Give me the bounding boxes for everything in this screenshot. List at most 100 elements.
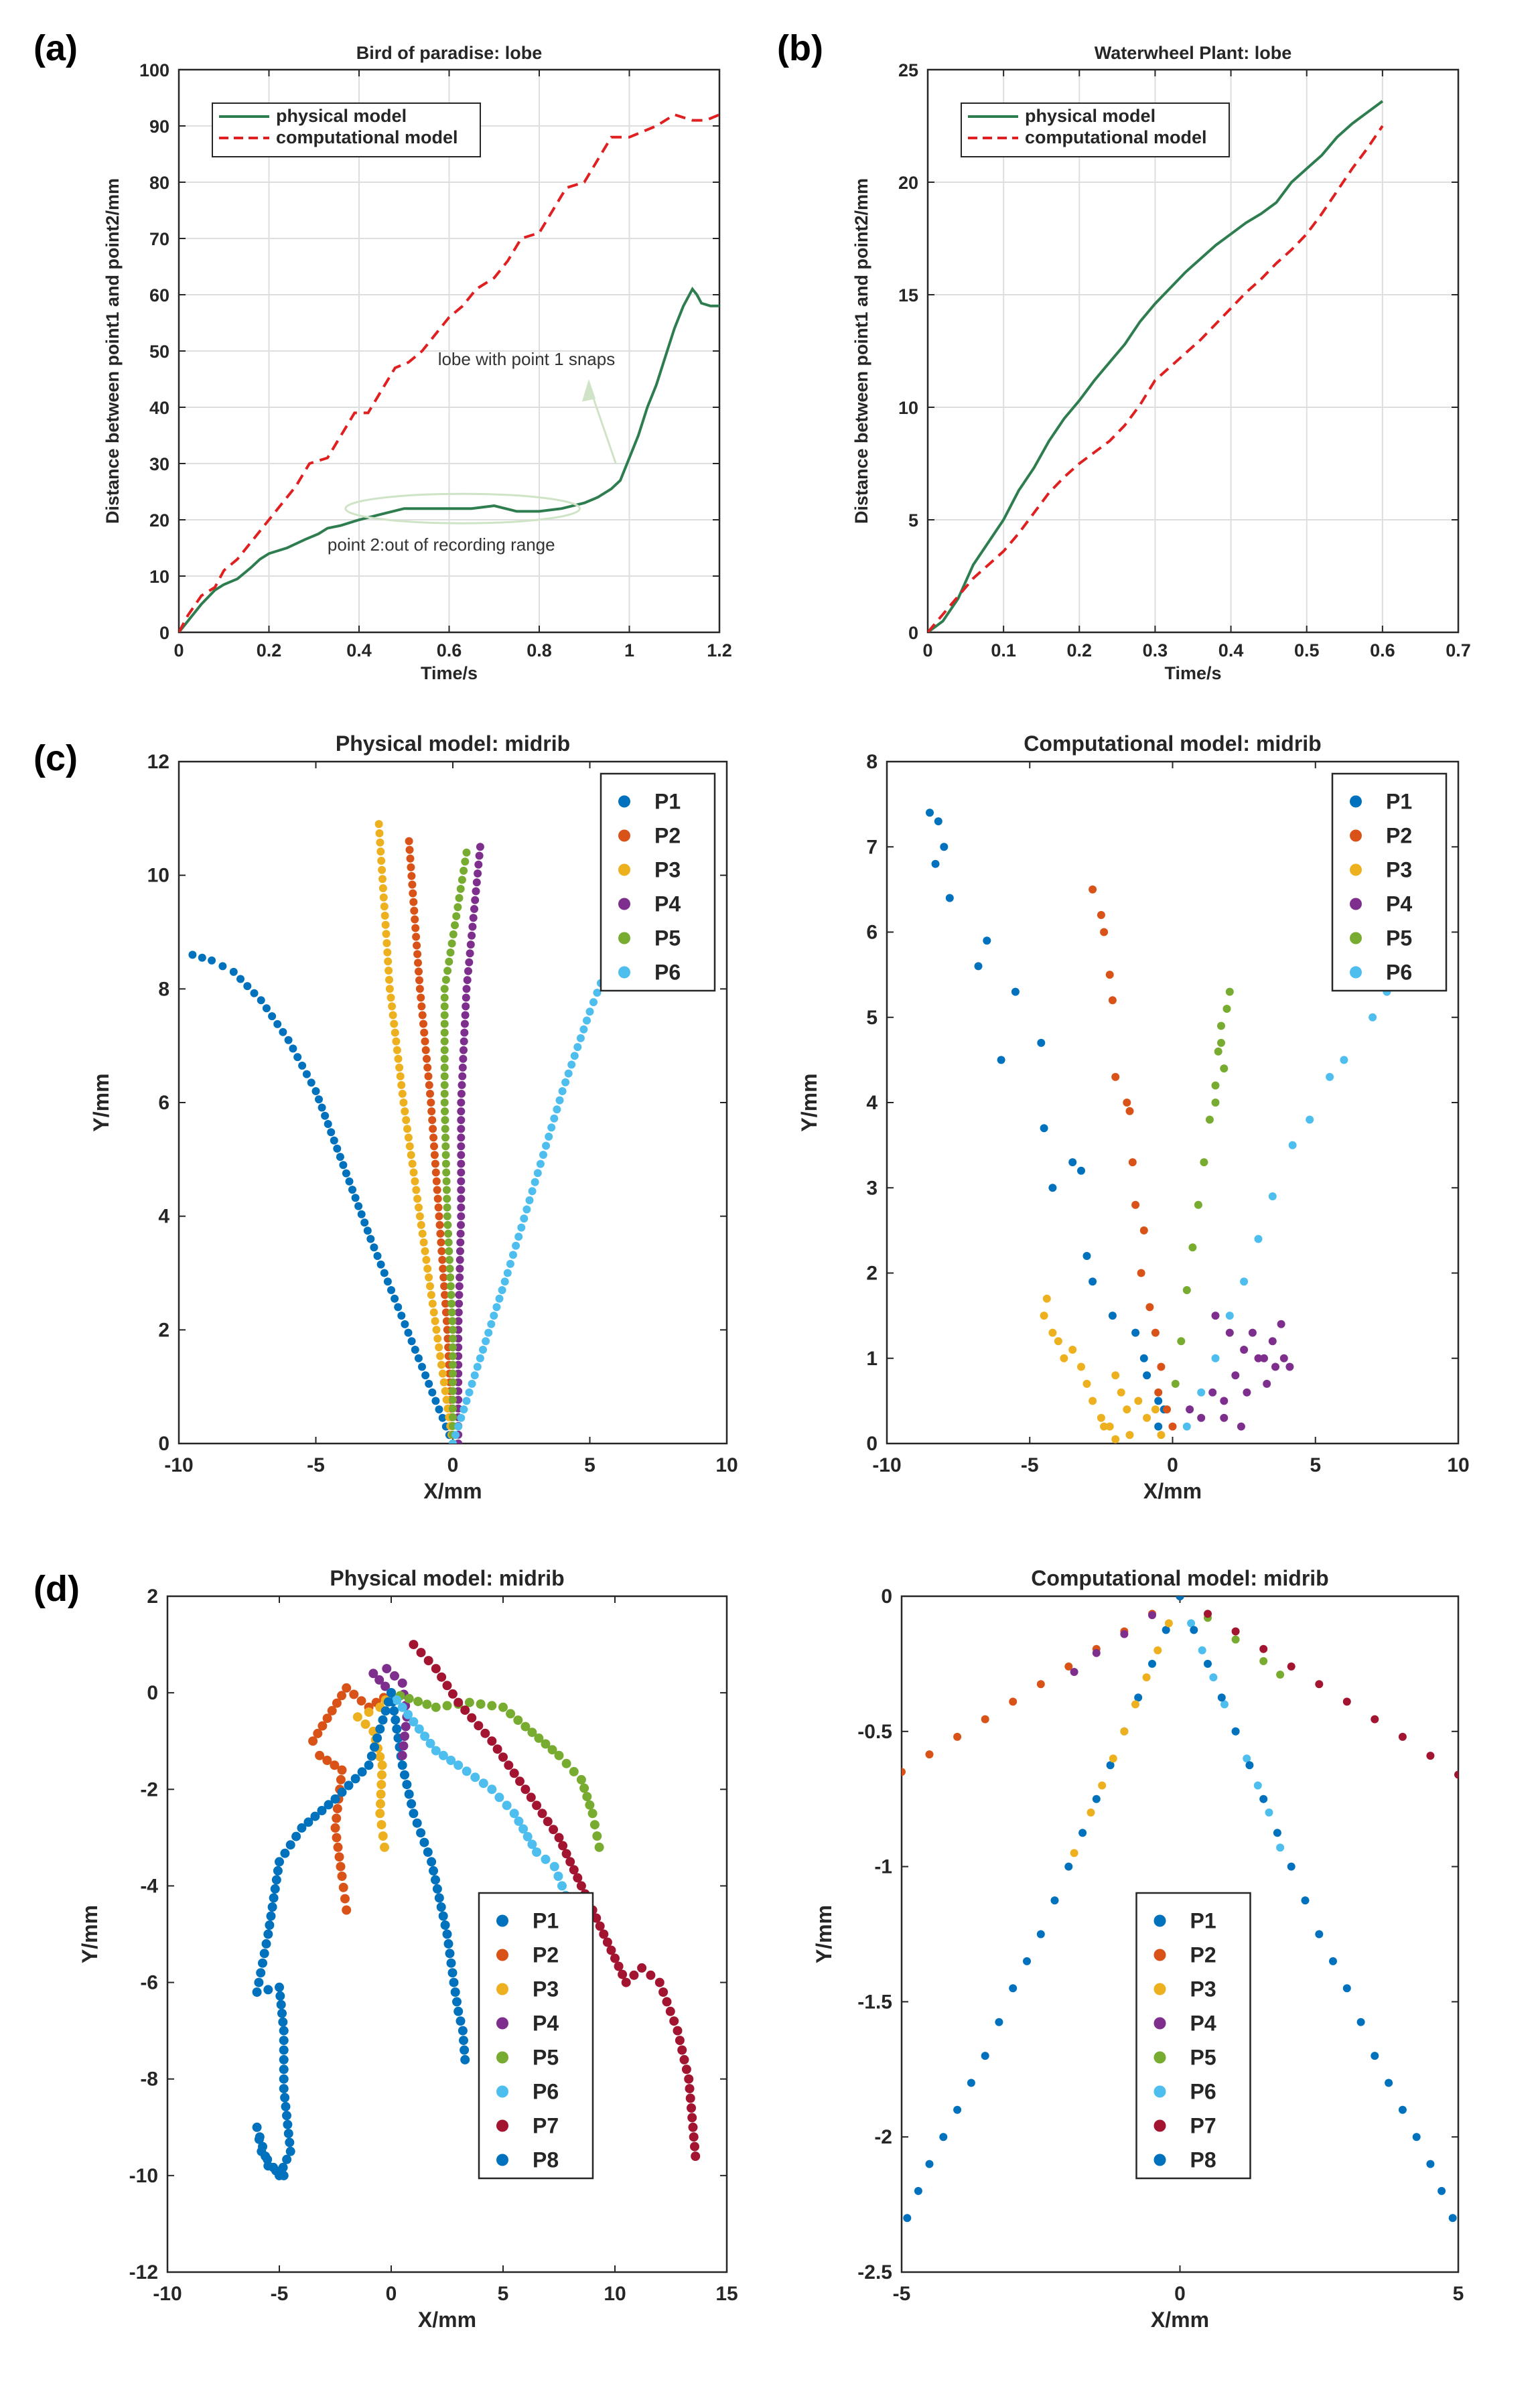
point-P5 (440, 1011, 449, 1020)
x-tick-label: 1.2 (707, 640, 732, 660)
point-P2 (332, 1833, 342, 1843)
point-P7 (467, 1713, 477, 1723)
point-P4 (1260, 1354, 1268, 1362)
x-tick-label: 10 (604, 2283, 626, 2305)
point-P4 (457, 1116, 466, 1125)
data-layer (926, 809, 1391, 1444)
point-P1 (397, 1760, 407, 1770)
series-line-computational-model (179, 113, 719, 632)
point-P6 (520, 1214, 529, 1223)
point-P8 (1448, 2214, 1457, 2223)
point-P2 (439, 1273, 448, 1281)
x-tick-label: -5 (307, 1454, 325, 1476)
point-P4 (475, 851, 484, 860)
point-P7 (662, 1997, 672, 2007)
point-P7 (1231, 1627, 1240, 1636)
point-P3 (374, 820, 383, 829)
point-P5 (440, 1089, 449, 1098)
point-P5 (447, 939, 456, 948)
point-P5 (449, 1360, 457, 1369)
y-tick-label: 20 (898, 173, 918, 193)
x-tick-label: 10 (715, 1454, 738, 1476)
legend-marker (1153, 1983, 1166, 1995)
point-P1 (1048, 1184, 1057, 1192)
point-P4 (466, 949, 474, 958)
chart-title: Bird of paradise: lobe (356, 43, 543, 63)
point-P2 (332, 1813, 342, 1823)
x-axis-label: X/mm (423, 1479, 482, 1503)
point-P4 (374, 1675, 384, 1685)
point-P3 (1089, 1397, 1097, 1405)
point-P5 (447, 1291, 456, 1299)
point-P3 (402, 1116, 411, 1125)
x-tick-label: 0.7 (1446, 640, 1471, 660)
point-P8 (279, 2036, 289, 2046)
point-P7 (576, 1881, 586, 1891)
point-P1 (380, 1269, 389, 1277)
point-P2 (342, 1683, 352, 1693)
series-line-physical-model (179, 286, 719, 632)
point-P2 (1064, 1662, 1073, 1671)
y-tick-label: 0 (158, 1433, 169, 1455)
point-P6 (528, 1187, 537, 1196)
point-P5 (541, 1739, 551, 1749)
point-P1 (460, 2045, 470, 2055)
point-P6 (549, 1861, 559, 1872)
point-P2 (981, 1715, 989, 1724)
y-tick-label: 12 (147, 751, 169, 773)
point-P1 (407, 1799, 417, 1809)
point-P5 (440, 1072, 449, 1080)
point-P6 (414, 1724, 424, 1734)
legend-marker (1350, 829, 1362, 842)
chart-title: Physical model: midrib (330, 1566, 564, 1590)
point-P8 (263, 1929, 273, 1939)
point-P3 (401, 1107, 409, 1116)
y-tick-label: 8 (158, 978, 169, 1000)
y-tick-label: -1 (874, 1856, 892, 1878)
point-P6 (468, 1379, 476, 1388)
point-P7 (681, 2064, 691, 2075)
legend-marker (1350, 966, 1362, 979)
point-P3 (407, 1151, 415, 1159)
point-P8 (1342, 1984, 1351, 1993)
point-P3 (421, 1247, 429, 1255)
point-P1 (345, 1177, 354, 1186)
point-P3 (1068, 1346, 1077, 1354)
x-tick-label: 0.3 (1143, 640, 1168, 660)
point-P2 (330, 1823, 340, 1833)
point-P6 (1197, 1388, 1206, 1397)
point-P8 (330, 1794, 340, 1804)
point-P1 (397, 1312, 406, 1320)
point-P4 (460, 1028, 469, 1037)
y-tick-label: 6 (158, 1092, 169, 1114)
point-P6 (525, 1196, 534, 1204)
point-P4 (1148, 1611, 1156, 1620)
point-P5 (1194, 1200, 1202, 1209)
x-axis-label: X/mm (1143, 1479, 1202, 1503)
point-P1 (1092, 1795, 1101, 1803)
legend-label: P1 (533, 1909, 559, 1933)
point-P3 (427, 1291, 435, 1299)
point-P6 (539, 1151, 547, 1159)
point-P5 (1276, 1671, 1285, 1679)
point-P2 (415, 985, 424, 993)
point-P7 (480, 1728, 490, 1738)
point-P7 (1287, 1662, 1296, 1671)
point-P8 (383, 1697, 393, 1707)
point-P6 (425, 1738, 435, 1748)
point-P2 (1157, 1362, 1166, 1371)
point-P6 (1187, 1619, 1196, 1628)
point-P1 (440, 1920, 450, 1930)
point-P1 (1050, 1896, 1059, 1905)
x-tick-label: 5 (584, 1454, 596, 1476)
point-P7 (675, 2036, 685, 2046)
point-P7 (687, 2113, 697, 2123)
point-P8 (279, 2084, 289, 2094)
point-P6 (446, 1756, 456, 1765)
point-P3 (423, 1265, 432, 1273)
point-P1 (981, 2052, 989, 2060)
point-P1 (1134, 1693, 1143, 1702)
point-P5 (448, 1317, 457, 1326)
point-P2 (425, 1080, 433, 1089)
point-P4 (1186, 1405, 1194, 1414)
